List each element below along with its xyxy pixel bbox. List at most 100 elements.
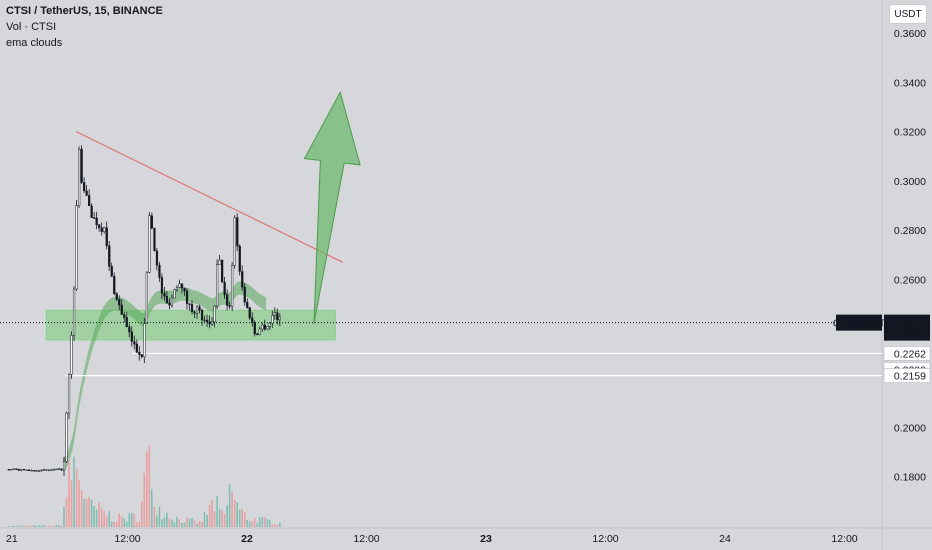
volume-bar: [173, 522, 176, 527]
price-level-tag: [883, 346, 931, 361]
support-zone: [45, 309, 336, 341]
volume-bar: [196, 523, 198, 527]
price-tag-bg: [884, 314, 930, 341]
volume-bar: [264, 517, 266, 527]
volume-bar: [183, 522, 186, 527]
volume-bar: [28, 525, 30, 527]
candle-body: [22, 468, 26, 471]
y-tick-label: 0.1800: [894, 472, 926, 484]
volume-bar: [153, 507, 156, 527]
volume-bar: [83, 499, 85, 527]
candle-body: [80, 148, 83, 183]
candle-body: [12, 468, 15, 470]
volume-bar: [95, 509, 98, 527]
volume-bar: [10, 526, 13, 527]
candle-body: [168, 302, 171, 306]
volume-bar: [103, 511, 105, 527]
x-tick-label: 12:00: [353, 533, 379, 545]
volume-bar: [236, 502, 238, 527]
symbol-tag-label: CTSIUSDT: [833, 318, 886, 330]
candle-body: [206, 319, 209, 323]
volume-bar: [13, 525, 15, 527]
candle-body: [241, 271, 244, 288]
currency-button[interactable]: USDT: [889, 4, 927, 24]
candle-body: [72, 288, 76, 336]
candle-body: [266, 326, 269, 330]
volume-bar: [88, 497, 90, 527]
volume-bar: [118, 513, 120, 527]
candle-body: [190, 304, 194, 312]
candle-body: [198, 306, 201, 311]
candle-body: [258, 328, 261, 335]
candle-body: [273, 312, 276, 316]
volume-bar: [261, 517, 264, 527]
candle-body: [85, 190, 88, 196]
volume-bar: [161, 519, 163, 527]
candle-body: [17, 468, 20, 471]
volume-indicator-label[interactable]: Vol · CTSI: [6, 21, 57, 33]
volume-bar: [181, 522, 183, 527]
candle-body: [148, 215, 151, 273]
volume-bar: [166, 512, 168, 527]
volume-bar: [100, 508, 103, 527]
volume-bar: [80, 490, 83, 527]
volume-bar: [201, 522, 203, 527]
volume-bar: [53, 525, 55, 527]
x-tick-label: 24: [719, 533, 731, 545]
volume-bar: [30, 525, 33, 527]
candle-body: [125, 317, 128, 327]
candle-body: [218, 260, 221, 265]
candle-body: [78, 148, 81, 206]
ema-clouds-indicator-label[interactable]: ema clouds: [6, 37, 63, 49]
volume-bar: [120, 516, 123, 527]
candle-body: [108, 245, 111, 267]
candle-body: [93, 217, 96, 219]
volume-bar: [266, 519, 269, 527]
volume-bar: [146, 451, 148, 527]
volume-bar: [75, 468, 78, 527]
volume-bar: [186, 517, 188, 527]
volume-bar: [38, 525, 40, 527]
volume-bar: [110, 521, 113, 527]
volume-bar: [276, 524, 279, 527]
volume-bar: [238, 509, 241, 527]
candle-body: [145, 272, 148, 324]
candle-body: [263, 324, 266, 330]
volume-bar: [63, 506, 65, 527]
candle-body: [278, 316, 281, 321]
candle-body: [67, 373, 71, 414]
candle-body: [175, 287, 179, 290]
candle-body: [238, 245, 241, 272]
volume-bar: [18, 525, 20, 527]
candle-body: [178, 283, 181, 288]
candle-body: [30, 470, 33, 472]
candle-body: [276, 312, 279, 321]
candle-body: [180, 283, 184, 289]
x-tick-label: 21: [6, 533, 18, 545]
candle-body: [103, 227, 106, 232]
volume-bar: [168, 518, 171, 527]
x-tick-label: 23: [480, 533, 492, 545]
volume-bar: [68, 460, 70, 527]
candle-body: [251, 317, 254, 323]
candle-body: [100, 227, 103, 232]
candle-body: [95, 217, 98, 226]
candle-body: [170, 297, 174, 306]
volume-bar: [163, 517, 166, 527]
candle-body: [130, 331, 133, 342]
volume-bar: [125, 521, 128, 527]
candle-body: [150, 215, 153, 229]
volume-bar: [48, 525, 50, 527]
y-tick-label: 0.2000: [894, 422, 926, 434]
volume-bar: [8, 526, 10, 527]
candle-body: [57, 468, 61, 470]
price-tag-countdown: 10:33: [898, 329, 924, 341]
price-tag-value: 0.2425: [894, 318, 926, 330]
candle-body: [20, 468, 23, 471]
volume-bar: [158, 506, 161, 527]
candle-body: [32, 470, 36, 472]
volume-bar: [65, 497, 68, 527]
volume-bar: [78, 479, 80, 527]
